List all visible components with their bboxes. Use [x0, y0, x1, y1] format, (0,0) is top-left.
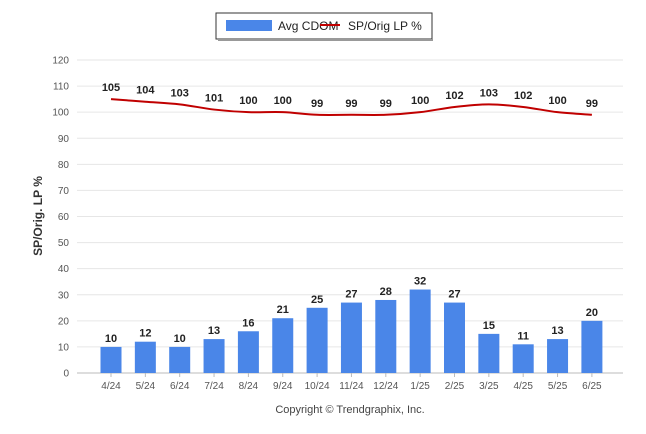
bar: [203, 339, 225, 373]
y-tick-label: 100: [52, 108, 69, 119]
y-tick-label: 110: [53, 82, 69, 93]
legend-label-avg-cdom: Avg CDOM: [278, 19, 338, 33]
x-tick-label: 7/24: [204, 381, 224, 392]
y-tick-label: 70: [58, 186, 70, 197]
bars-avg-cdom: [100, 289, 603, 373]
line-data-label: 100: [239, 95, 257, 107]
line-data-label: 105: [102, 82, 120, 94]
bar: [375, 299, 397, 373]
y-tick-label: 50: [58, 238, 70, 249]
bar-data-label: 16: [242, 317, 254, 329]
y-tick-label: 90: [58, 134, 70, 145]
x-tick-label: 12/24: [373, 381, 398, 392]
line-data-label: 101: [205, 93, 223, 105]
bar-data-label: 12: [139, 328, 151, 340]
line-sp-orig-lp: [110, 98, 592, 116]
line-data-label: 99: [380, 98, 392, 110]
y-tick-label: 20: [58, 316, 70, 327]
bar: [100, 346, 122, 373]
y-tick-label: 40: [58, 264, 70, 275]
x-tick-label: 6/24: [170, 381, 190, 392]
y-axis-ticks: 0 10 20 30 40 50 60 70 80 90 100 110 120: [52, 56, 69, 380]
bar: [444, 302, 465, 373]
y-tick-label: 80: [58, 160, 70, 171]
bar-data-label: 15: [483, 320, 495, 332]
bar: [134, 341, 156, 373]
bar-data-label: 13: [208, 325, 220, 337]
bar-data-label: 13: [551, 325, 563, 337]
y-tick-label: 10: [58, 342, 70, 353]
bar: [581, 320, 603, 373]
bar-data-label: 20: [586, 307, 598, 319]
bar: [306, 307, 328, 373]
bar-data-label: 21: [277, 304, 289, 316]
line-data-label: 100: [411, 95, 429, 107]
y-axis-title: SP/Orig. LP %: [31, 176, 45, 256]
line-data-label: 100: [548, 95, 566, 107]
line-data-label: 103: [480, 87, 498, 99]
bar-data-label: 32: [414, 276, 426, 288]
x-tick-label: 9/24: [273, 381, 293, 392]
bar-data-label: 10: [174, 333, 186, 345]
legend-label-sp-orig-lp: SP/Orig LP %: [348, 19, 422, 33]
line-data-label: 99: [586, 98, 598, 110]
bar: [512, 344, 534, 373]
x-tick-label: 5/24: [136, 381, 156, 392]
legend-swatch-avg-cdom: [226, 20, 272, 31]
x-tick-label: 11/24: [339, 381, 364, 392]
line-data-label: 100: [274, 95, 292, 107]
y-tick-label: 30: [58, 290, 70, 301]
y-tick-label: 120: [52, 56, 69, 67]
x-tick-label: 1/25: [410, 381, 430, 392]
line-path: [110, 98, 592, 116]
bar-data-label: 11: [517, 330, 529, 342]
line-data-label: 99: [311, 98, 323, 110]
x-tick-label: 3/25: [479, 381, 499, 392]
bar-data-label: 28: [380, 286, 392, 298]
line-data-label: 99: [345, 98, 357, 110]
bar: [272, 318, 294, 373]
line-data-label: 104: [136, 85, 155, 97]
legend: Avg CDOM SP/Orig LP %: [215, 12, 433, 41]
y-tick-label: 0: [63, 369, 69, 380]
x-tick-label: 10/24: [305, 381, 330, 392]
x-tick-label: 5/25: [548, 381, 568, 392]
y-tick-label: 60: [58, 212, 70, 223]
line-data-label: 102: [514, 90, 532, 102]
x-axis-ticks: 4/24 5/24 6/24 7/24 8/24 9/24 10/24 11/24 12/24 1…: [101, 373, 602, 392]
x-tick-label: 6/25: [582, 381, 602, 392]
bar-labels-avg-cdom: 10 12 10 13 16 21 25 27 28 32 27 15 11 13 20: [105, 276, 598, 345]
copyright-credit: Copyright © Trendgraphix, Inc.: [275, 404, 424, 416]
x-tick-label: 4/25: [513, 381, 533, 392]
gridlines: [77, 59, 623, 374]
bar: [478, 333, 500, 373]
line-data-label: 102: [445, 90, 463, 102]
bar-data-label: 27: [345, 289, 357, 301]
x-tick-label: 2/25: [445, 381, 465, 392]
bar-data-label: 25: [311, 294, 323, 306]
x-tick-label: 8/24: [239, 381, 259, 392]
line-labels-sp-orig-lp: 105 104 103 101 100 100 99 99 99 100 102 103 102 100 9…: [102, 82, 598, 110]
bar: [340, 302, 362, 373]
bar: [169, 346, 191, 373]
x-tick-label: 4/24: [101, 381, 121, 392]
line-data-label: 103: [171, 87, 189, 99]
bar: [409, 289, 431, 373]
bar: [237, 331, 259, 373]
bar: [547, 339, 569, 373]
bar-data-label: 10: [105, 333, 117, 345]
bar-data-label: 27: [448, 289, 460, 301]
